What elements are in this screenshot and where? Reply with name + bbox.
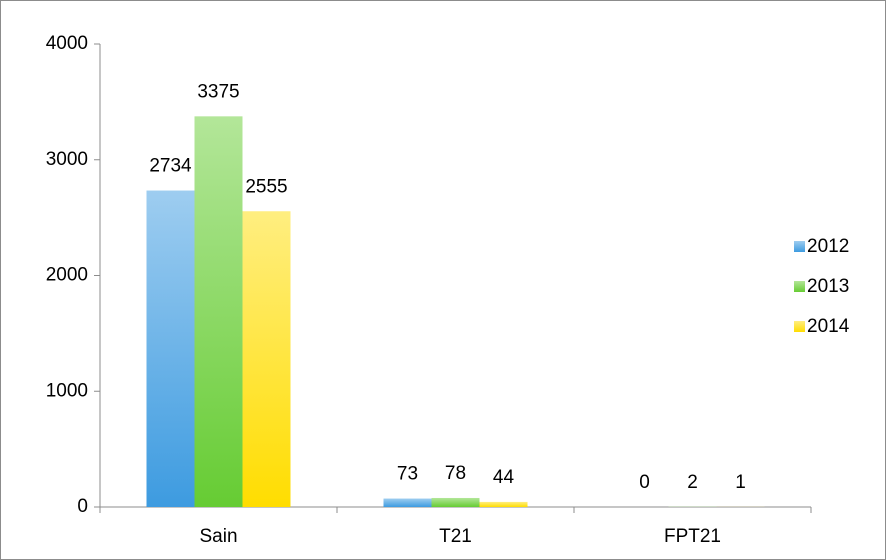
x-tick-label: FPT21	[664, 526, 721, 547]
x-tick-label: Sain	[199, 526, 237, 547]
legend-swatch	[794, 321, 805, 332]
bar	[479, 501, 528, 507]
data-label: 2734	[149, 156, 192, 177]
bar	[431, 497, 480, 507]
bar	[194, 116, 243, 507]
data-label: 73	[397, 464, 418, 485]
x-tick-label: T21	[439, 526, 472, 547]
data-label: 2555	[245, 176, 287, 197]
data-label: 44	[493, 467, 515, 488]
data-label: 0	[639, 472, 650, 493]
legend-label: 2014	[807, 316, 850, 337]
legend-label: 2012	[807, 236, 849, 257]
legend-swatch	[794, 241, 805, 252]
y-tick-label: 1000	[46, 380, 88, 401]
legend-label: 2013	[807, 276, 849, 297]
data-label: 1	[735, 472, 746, 493]
y-tick-label: 4000	[46, 33, 88, 54]
bar	[242, 211, 291, 508]
y-tick-label: 3000	[46, 149, 88, 170]
y-tick-label: 2000	[46, 265, 88, 286]
bar	[146, 190, 195, 508]
data-label: 78	[445, 463, 466, 484]
data-label: 3375	[197, 81, 239, 102]
data-label: 2	[687, 472, 698, 493]
bar	[383, 498, 432, 507]
y-tick-label: 0	[77, 496, 88, 517]
legend-swatch	[794, 281, 805, 292]
